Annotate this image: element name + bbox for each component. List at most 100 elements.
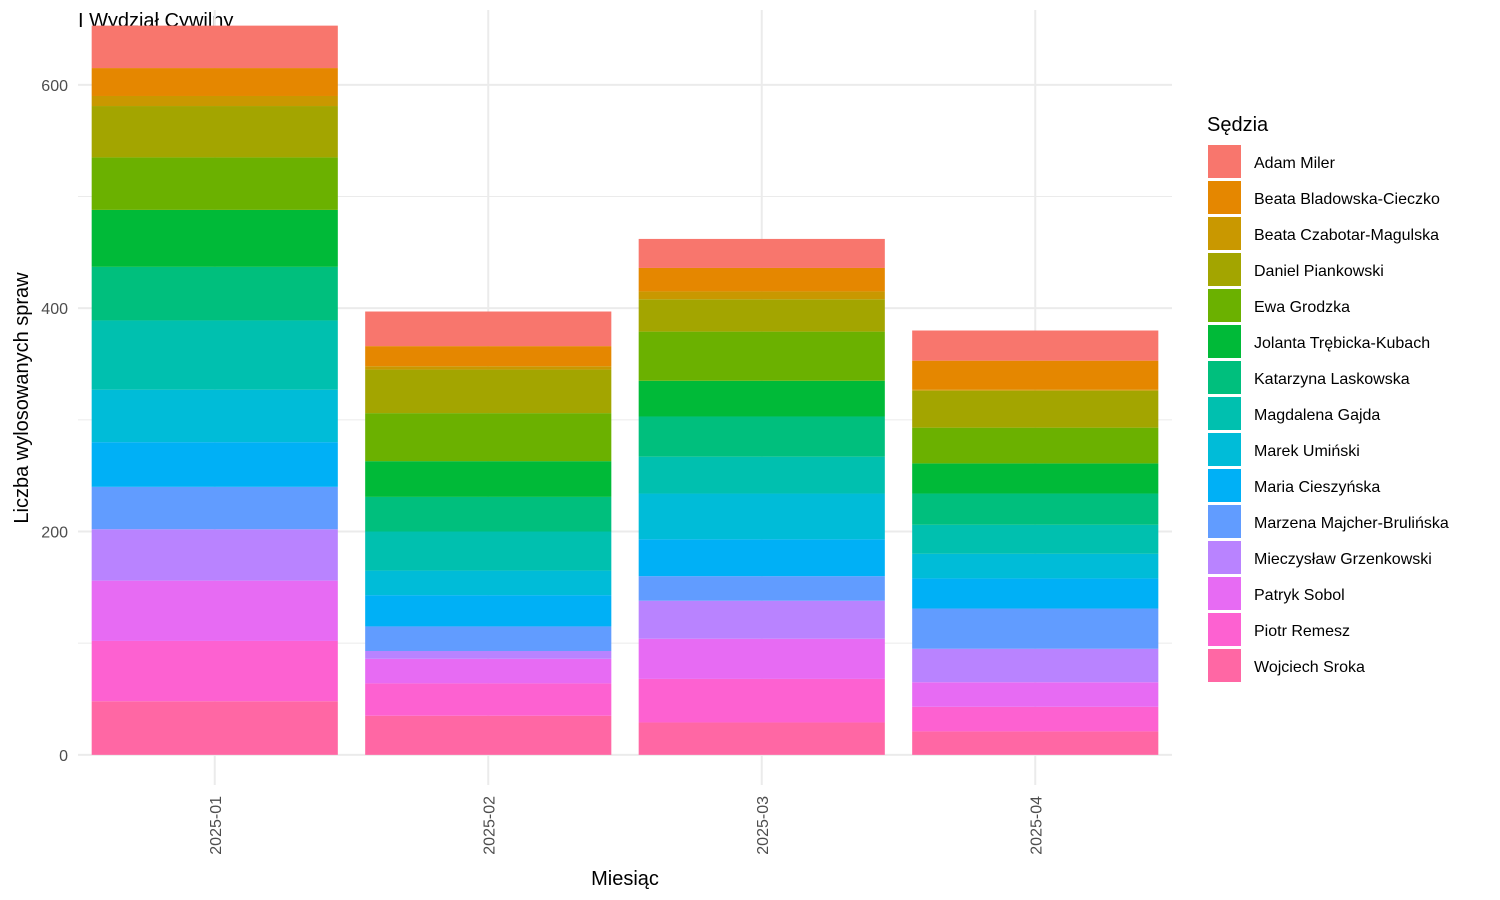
- legend-label: Marek Umiński: [1254, 443, 1360, 460]
- legend-key: [1208, 181, 1241, 214]
- bar-segment: Daniel Piankowski: 29: [638, 299, 885, 332]
- bar-segment: Mieczysław Grzenkowski: 46: [91, 529, 338, 581]
- legend-label: Patryk Sobol: [1254, 587, 1345, 604]
- legend-key: [1208, 469, 1241, 502]
- legend-key: [1208, 433, 1241, 466]
- bar-segment: Daniel Piankowski: 39: [365, 369, 612, 414]
- bar-segment: Beata Bladowska-Cieczko: 21: [638, 267, 885, 292]
- bar-segment: Jolanta Trębicka-Kubach: 32: [365, 461, 612, 497]
- bar-segment: Maria Cieszyńska: 33: [638, 539, 885, 577]
- bar-segment: Beata Bladowska-Cieczko: 25: [91, 68, 338, 96]
- bar-segment: Patryk Sobol: 36: [638, 638, 885, 679]
- legend-label: Ewa Grodzka: [1254, 299, 1350, 316]
- legend-label: Beata Bladowska-Cieczko: [1254, 191, 1440, 208]
- bar-segment: Marzena Majcher-Brulińska: 38: [91, 486, 338, 530]
- bar-segment: Daniel Piankowski: 46: [91, 106, 338, 158]
- bar-segment: Patryk Sobol: 22: [365, 658, 612, 684]
- bar-segment: Patryk Sobol: 54: [91, 580, 338, 641]
- y-tick-label: 400: [41, 301, 68, 318]
- bar-segment: Adam Miler: 31: [365, 311, 612, 347]
- bar-segment: Wojciech Sroka: 48: [91, 701, 338, 755]
- y-axis-title: Liczba wylosowanych spraw: [11, 272, 33, 524]
- y-tick-label: 200: [41, 525, 68, 542]
- bar-segment: Jolanta Trębicka-Kubach: 32: [638, 380, 885, 417]
- bar-segment: Marzena Majcher-Brulińska: 22: [365, 626, 612, 651]
- bar-segment: Marzena Majcher-Brulińska: 36: [912, 608, 1159, 649]
- bar-segment: Wojciech Sroka: 29: [638, 722, 885, 755]
- x-tick-label: 2025-02: [481, 796, 498, 855]
- x-axis-title: Miesiąc: [591, 868, 659, 890]
- bar-segment: Marek Umiński: 41: [638, 493, 885, 540]
- bar-segment: Beata Czabotar-Magulska: 9: [91, 95, 338, 107]
- bar-segment: Adam Miler: 38: [91, 25, 338, 69]
- bar-segment: Magdalena Gajda: 33: [638, 456, 885, 494]
- bar-segment: Beata Czabotar-Magulska: 3: [365, 366, 612, 370]
- bar-segment: Katarzyna Laskowska: 36: [638, 416, 885, 457]
- x-tick-label: 2025-03: [755, 796, 772, 855]
- bar-segment: Ewa Grodzka: 47: [91, 157, 338, 210]
- bar-segment: Marzena Majcher-Brulińska: 22: [638, 576, 885, 601]
- legend-key: [1208, 217, 1241, 250]
- legend-key: [1208, 613, 1241, 646]
- legend-key: [1208, 289, 1241, 322]
- bar-segment: Piotr Remesz: 54: [91, 640, 338, 702]
- legend-label: Mieczysław Grzenkowski: [1254, 551, 1432, 568]
- x-tick-label: 2025-01: [208, 796, 225, 855]
- bar-segment: Katarzyna Laskowska: 28: [912, 493, 1159, 525]
- bar-segment: Magdalena Gajda: 35: [365, 531, 612, 571]
- bar-segment: Ewa Grodzka: 32: [912, 427, 1159, 464]
- legend-title: Sędzia: [1207, 114, 1269, 136]
- legend-label: Katarzyna Laskowska: [1254, 371, 1410, 388]
- bar-segment: Magdalena Gajda: 62: [91, 320, 338, 390]
- bar-segment: Beata Czabotar-Magulska: 1: [912, 389, 1159, 391]
- legend-label: Beata Czabotar-Magulska: [1254, 227, 1439, 244]
- legend-label: Maria Cieszyńska: [1254, 479, 1380, 496]
- bar-segment: Mieczysław Grzenkowski: 30: [912, 648, 1159, 683]
- legend-key: [1208, 325, 1241, 358]
- bar-segment: Piotr Remesz: 29: [365, 683, 612, 716]
- legend-key: [1208, 397, 1241, 430]
- bar-segment: Maria Cieszyńska: 28: [365, 595, 612, 627]
- y-tick-label: 600: [41, 78, 68, 95]
- bar-segment: Ewa Grodzka: 43: [365, 413, 612, 462]
- bar-segment: Adam Miler: 26: [638, 238, 885, 268]
- bars: Wojciech Sroka: 48Piotr Remesz: 54Patryk…: [91, 25, 1159, 755]
- legend-label: Piotr Remesz: [1254, 623, 1350, 640]
- bar-segment: Maria Cieszyńska: 27: [912, 578, 1159, 609]
- x-axis-ticks: 2025-01 2025-02 2025-03 2025-04: [208, 796, 1046, 855]
- bar-segment: Katarzyna Laskowska: 31: [365, 496, 612, 532]
- legend-label: Adam Miler: [1254, 155, 1336, 172]
- bar-segment: Magdalena Gajda: 26: [912, 524, 1159, 554]
- bar-segment: Beata Bladowska-Cieczko: 18: [365, 346, 612, 367]
- legend-key: [1208, 145, 1241, 178]
- y-tick-label: 0: [59, 748, 68, 765]
- bar-segment: Marek Umiński: 47: [91, 389, 338, 443]
- legend-key: [1208, 577, 1241, 610]
- bar-segment: Wojciech Sroka: 21: [912, 731, 1159, 755]
- legend-key: [1208, 253, 1241, 286]
- legend-key: [1208, 649, 1241, 682]
- bar-segment: Jolanta Trębicka-Kubach: 51: [91, 209, 338, 267]
- bar-segment: Daniel Piankowski: 33: [912, 390, 1159, 428]
- bar-segment: Beata Czabotar-Magulska: 7: [638, 291, 885, 300]
- legend-key: [1208, 361, 1241, 394]
- legend-key: [1208, 541, 1241, 574]
- bar-segment: Marek Umiński: 22: [912, 553, 1159, 579]
- bar-segment: Marek Umiński: 22: [365, 570, 612, 596]
- y-axis-ticks: 0 200 400 600: [41, 78, 68, 765]
- bar-segment: Wojciech Sroka: 35: [365, 715, 612, 755]
- bar-segment: Patryk Sobol: 22: [912, 682, 1159, 707]
- bar-segment: Beata Bladowska-Cieczko: 26: [912, 360, 1159, 390]
- legend-label: Jolanta Trębicka-Kubach: [1254, 335, 1430, 352]
- legend-label: Marzena Majcher-Brulińska: [1254, 515, 1449, 532]
- bar-segment: Mieczysław Grzenkowski: 34: [638, 600, 885, 639]
- legend: Sędzia Adam Miler Beata Bladowska-Cieczko…: [1207, 114, 1449, 682]
- bar-segment: Ewa Grodzka: 44: [638, 331, 885, 381]
- legend-label: Daniel Piankowski: [1254, 263, 1384, 280]
- bar-segment: Jolanta Trębicka-Kubach: 27: [912, 463, 1159, 494]
- bar-segment: Maria Cieszyńska: 40: [91, 442, 338, 487]
- bar-segment: Katarzyna Laskowska: 48: [91, 266, 338, 321]
- legend-key: [1208, 505, 1241, 538]
- x-tick-label: 2025-04: [1028, 796, 1045, 855]
